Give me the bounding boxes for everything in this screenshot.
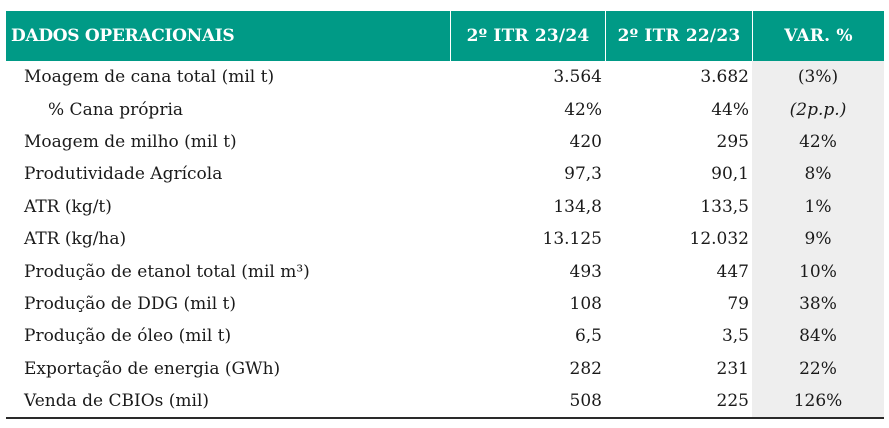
header-variation: VAR. % <box>752 11 884 61</box>
table-row: ATR (kg/ha) 13.125 12.032 9% <box>6 222 884 256</box>
row-label: Produtividade Agrícola <box>24 164 223 185</box>
table-row: Produção de DDG (mil t) 108 79 38% <box>6 287 884 321</box>
table-row: % Cana própria 42% 44% (2p.p.) <box>6 93 884 126</box>
row-label: Produção de óleo (mil t) <box>24 326 232 347</box>
value-current: 97,3 <box>564 164 602 185</box>
value-current: 42% <box>564 99 602 120</box>
row-label: Moagem de cana total (mil t) <box>24 67 275 88</box>
value-previous: 447 <box>716 261 749 282</box>
value-variation: (2p.p.) <box>752 93 884 126</box>
table-header: DADOS OPERACIONAIS 2º ITR 23/24 2º ITR 2… <box>6 11 884 61</box>
table-row: Exportação de energia (GWh) 282 231 22% <box>6 352 884 385</box>
header-label: DADOS OPERACIONAIS <box>11 26 235 46</box>
value-previous: 90,1 <box>711 164 749 185</box>
value-current: 6,5 <box>574 326 602 347</box>
table-row: Produção de etanol total (mil m³) 493 44… <box>6 255 884 288</box>
row-label: Moagem de milho (mil t) <box>24 131 237 152</box>
row-label: Produção de etanol total (mil m³) <box>24 261 310 282</box>
value-variation: 22% <box>752 352 884 385</box>
value-previous: 231 <box>716 358 749 379</box>
value-current: 134,8 <box>553 196 602 217</box>
value-previous: 133,5 <box>700 196 749 217</box>
value-current: 420 <box>569 131 602 152</box>
header-period-previous: 2º ITR 22/23 <box>605 11 752 61</box>
header-period-current: 2º ITR 23/24 <box>450 11 605 61</box>
table-row: Produção de óleo (mil t) 6,5 3,5 84% <box>6 320 884 353</box>
table-row: ATR (kg/t) 134,8 133,5 1% <box>6 190 884 223</box>
value-current: 282 <box>569 358 602 379</box>
table-row: Moagem de cana total (mil t) 3.564 3.682… <box>6 61 884 94</box>
table-row: Moagem de milho (mil t) 420 295 42% <box>6 125 884 159</box>
value-previous: 12.032 <box>689 229 749 250</box>
row-label: Venda de CBIOs (mil) <box>24 391 210 412</box>
value-current: 508 <box>569 391 602 412</box>
value-previous: 79 <box>727 293 749 314</box>
table-row: Venda de CBIOs (mil) 508 225 126% <box>6 384 884 418</box>
row-label: ATR (kg/t) <box>24 196 112 217</box>
value-variation: 84% <box>752 320 884 353</box>
value-current: 493 <box>569 261 602 282</box>
row-label: % Cana própria <box>48 99 184 120</box>
value-current: 13.125 <box>542 229 602 250</box>
value-variation: 8% <box>752 158 884 191</box>
value-variation: 126% <box>752 384 884 418</box>
value-previous: 3,5 <box>721 326 749 347</box>
value-variation: 1% <box>752 190 884 223</box>
value-variation: 38% <box>752 287 884 321</box>
value-current: 3.564 <box>553 67 602 88</box>
table-bottom-rule <box>6 417 884 420</box>
value-variation: 42% <box>752 125 884 159</box>
value-previous: 295 <box>716 131 749 152</box>
row-label: Produção de DDG (mil t) <box>24 293 237 314</box>
value-current: 108 <box>569 293 602 314</box>
row-label: ATR (kg/ha) <box>24 229 127 250</box>
value-variation: 10% <box>752 255 884 288</box>
table-row: Produtividade Agrícola 97,3 90,1 8% <box>6 158 884 191</box>
table-body: Moagem de cana total (mil t) 3.564 3.682… <box>6 61 884 418</box>
value-previous: 3.682 <box>700 67 749 88</box>
value-variation: (3%) <box>752 61 884 94</box>
value-variation: 9% <box>752 222 884 256</box>
value-previous: 44% <box>711 99 749 120</box>
value-previous: 225 <box>716 391 749 412</box>
row-label: Exportação de energia (GWh) <box>24 358 281 379</box>
operational-data-table: DADOS OPERACIONAIS 2º ITR 23/24 2º ITR 2… <box>6 11 884 420</box>
